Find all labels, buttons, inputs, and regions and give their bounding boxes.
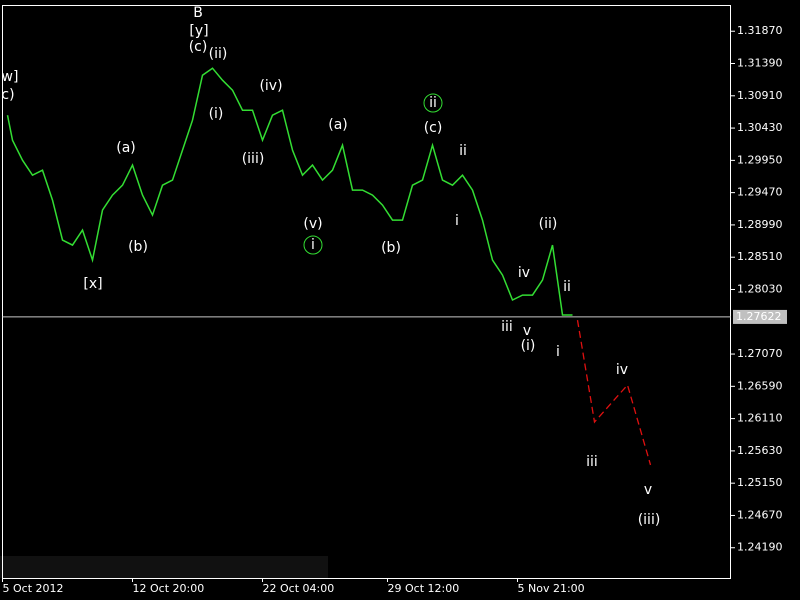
wave-label: (iii) — [638, 512, 661, 528]
current-price-box — [733, 309, 787, 324]
wave-label: w] — [2, 69, 19, 85]
wave-label: i — [556, 344, 560, 360]
price-line — [576, 319, 652, 466]
wave-label: ii — [459, 143, 467, 159]
wave-label: i — [311, 237, 315, 253]
wave-label: iv — [518, 265, 530, 281]
x-tick-label: 22 Oct 04:00 — [263, 582, 335, 595]
wave-label: [x] — [83, 276, 102, 292]
y-tick-label: 1.31390 — [737, 57, 783, 70]
wave-label: B — [193, 5, 203, 21]
y-tick-label: 1.26110 — [737, 412, 783, 425]
x-tick-label: 5 Oct 2012 — [3, 582, 64, 595]
wave-label: (c) — [424, 120, 443, 136]
wave-label: ii — [563, 279, 571, 295]
y-tick-label: 1.28510 — [737, 250, 783, 263]
y-tick-label: 1.24670 — [737, 508, 783, 521]
y-tick-label: 1.25150 — [737, 476, 783, 489]
wave-label: (ii) — [539, 216, 558, 232]
x-tick-label: 12 Oct 20:00 — [133, 582, 205, 595]
wave-label: (i) — [521, 338, 536, 354]
y-tick-label: 1.30910 — [737, 89, 783, 102]
price-line — [6, 67, 573, 316]
wave-label: iii — [586, 454, 598, 470]
wave-label: (iii) — [242, 151, 265, 167]
y-tick-label: 1.30430 — [737, 121, 783, 134]
y-tick-label: 1.27070 — [737, 347, 783, 360]
y-tick-label: 1.25630 — [737, 444, 783, 457]
wave-label: iv — [616, 362, 628, 378]
wave-label: (v) — [303, 216, 322, 232]
x-tick-label: 29 Oct 12:00 — [388, 582, 460, 595]
wave-label: ii — [429, 95, 437, 111]
wave-label: (i) — [209, 106, 224, 122]
wave-label: v — [644, 482, 652, 498]
current-price-label: 1.27622 — [736, 310, 782, 323]
y-tick-label: 1.29470 — [737, 186, 783, 199]
plot-frame — [2, 5, 731, 579]
scroll-area — [0, 556, 328, 578]
wave-label: v — [523, 323, 531, 339]
y-tick-label: 1.28990 — [737, 218, 783, 231]
wave-label: (a) — [116, 140, 136, 156]
x-tick-label: 5 Nov 21:00 — [518, 582, 585, 595]
wave-label: (ii) — [209, 46, 228, 62]
wave-circle — [423, 93, 443, 113]
wave-label: (b) — [128, 239, 148, 255]
wave-label: (b) — [381, 240, 401, 256]
wave-label: iii — [501, 319, 513, 335]
wave-circle — [303, 235, 323, 255]
y-tick-label: 1.24190 — [737, 541, 783, 554]
wave-label: (c) — [189, 39, 208, 55]
y-tick-label: 1.26590 — [737, 379, 783, 392]
wave-label: i — [455, 213, 459, 229]
wave-label: (iv) — [259, 78, 282, 94]
y-tick-label: 1.28030 — [737, 282, 783, 295]
wave-label: [y] — [189, 23, 208, 39]
wave-label: (a) — [328, 117, 348, 133]
y-tick-label: 1.31870 — [737, 24, 783, 37]
y-tick-label: 1.29950 — [737, 153, 783, 166]
wave-label: c) — [1, 87, 14, 103]
